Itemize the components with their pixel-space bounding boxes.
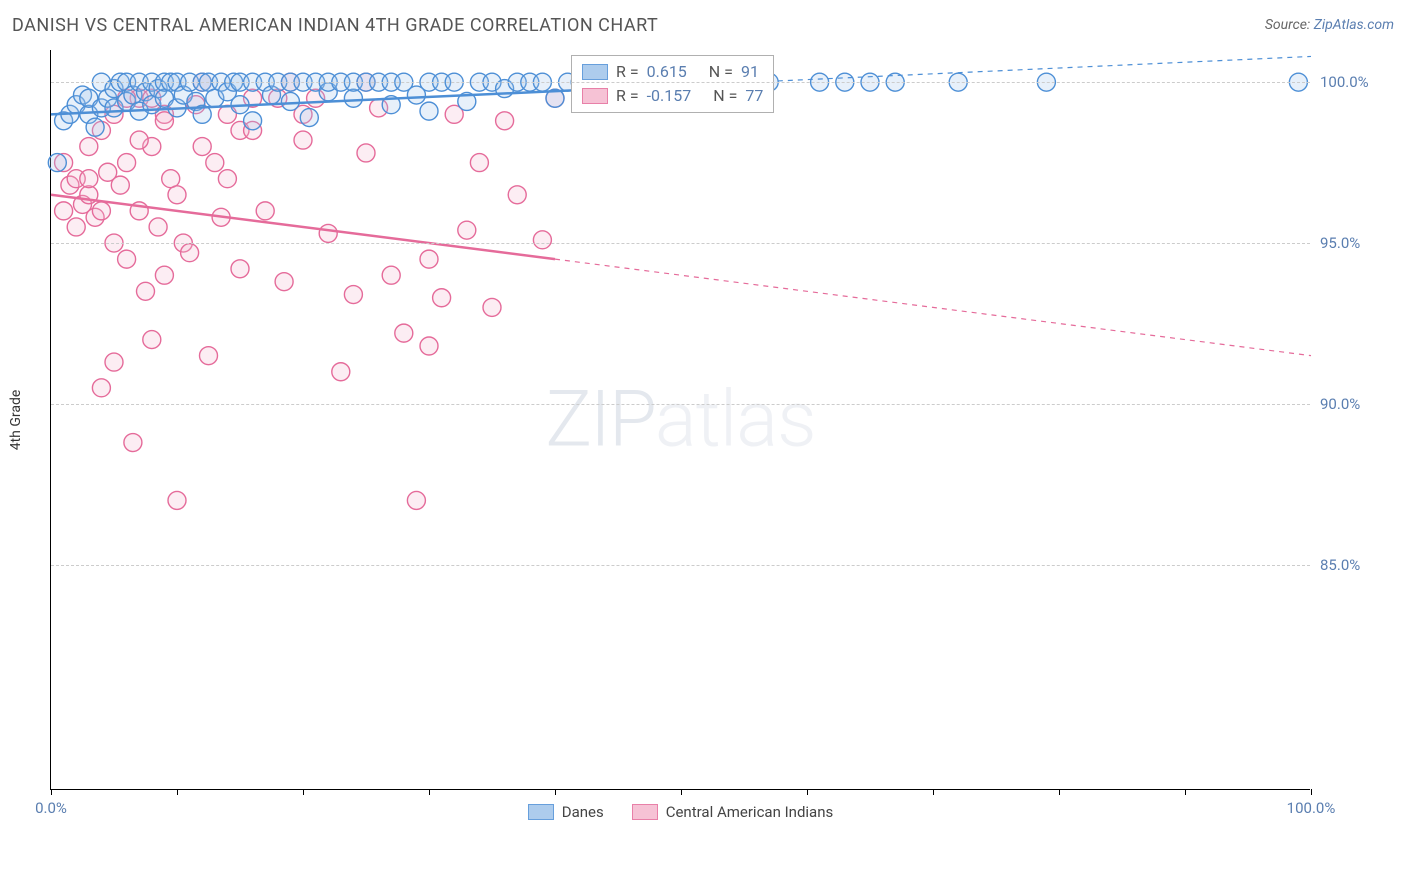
data-point [395,324,413,342]
chart-container: 4th Grade ZIPatlas R = 0.615 N = 91 R = … [50,50,1390,820]
data-point [55,202,73,220]
xtick-label: 0.0% [35,799,67,817]
data-point [80,170,98,188]
data-point [231,260,249,278]
xtick [555,789,556,795]
plot-area: 4th Grade ZIPatlas R = 0.615 N = 91 R = … [50,50,1310,790]
data-point [294,131,312,149]
gridline-h [51,82,1310,83]
data-point [508,186,526,204]
data-point [118,154,136,172]
xtick [1185,789,1186,795]
data-point [483,298,501,316]
stats-legend: R = 0.615 N = 91 R = -0.157 N = 77 [571,55,774,113]
gridline-h [51,565,1310,566]
gridline-h [51,404,1310,405]
data-point [407,491,425,509]
data-point [244,112,262,130]
source-text: Source: ZipAtlas.com [1265,17,1394,33]
data-point [332,363,350,381]
ytick-label: 100.0% [1320,73,1380,91]
data-point [496,112,514,130]
data-point [458,221,476,239]
xtick-label: 100.0% [1287,799,1336,817]
chart-title: DANISH VS CENTRAL AMERICAN INDIAN 4TH GR… [12,15,658,36]
data-point [130,131,148,149]
data-point [533,231,551,249]
data-point [92,202,110,220]
data-point [344,286,362,304]
source-link[interactable]: ZipAtlas.com [1314,17,1394,33]
gridline-h [51,243,1310,244]
legend-item-danes: Danes [528,803,604,821]
data-point [168,491,186,509]
data-point [149,218,167,236]
stats-row-cai: R = -0.157 N = 77 [582,84,763,108]
data-point [420,337,438,355]
ytick-label: 90.0% [1320,395,1380,413]
cai-swatch-icon [632,804,658,820]
data-point [470,154,488,172]
data-point [193,138,211,156]
data-point [80,138,98,156]
cai-swatch [582,88,608,104]
ytick-label: 95.0% [1320,234,1380,252]
data-point [155,266,173,284]
xtick [681,789,682,795]
data-point [111,176,129,194]
xtick [807,789,808,795]
data-point [382,266,400,284]
data-point [256,202,274,220]
data-point [143,331,161,349]
data-point [168,186,186,204]
data-point [300,109,318,127]
data-point [92,379,110,397]
data-point [200,347,218,365]
data-point [67,218,85,236]
legend-bottom: Danes Central American Indians [51,803,1310,821]
data-point [319,224,337,242]
data-point [206,154,224,172]
stats-row-danes: R = 0.615 N = 91 [582,60,763,84]
data-point [433,289,451,307]
data-point [181,244,199,262]
legend-item-cai: Central American Indians [632,803,834,821]
ytick-label: 85.0% [1320,556,1380,574]
data-point [218,170,236,188]
xtick [1059,789,1060,795]
trend-line-dashed [555,259,1311,356]
data-point [86,118,104,136]
data-point [124,434,142,452]
plot-svg [51,50,1310,789]
data-point [281,92,299,110]
xtick [1311,789,1312,795]
data-point [420,250,438,268]
danes-swatch-icon [528,804,554,820]
data-point [118,250,136,268]
danes-swatch [582,64,608,80]
data-point [344,89,362,107]
data-point [275,273,293,291]
data-point [357,144,375,162]
xtick [429,789,430,795]
y-axis-label: 4th Grade [8,389,24,450]
xtick [177,789,178,795]
data-point [420,102,438,120]
data-point [137,282,155,300]
xtick [303,789,304,795]
data-point [105,353,123,371]
data-point [162,170,180,188]
xtick [933,789,934,795]
xtick [51,789,52,795]
data-point [48,154,66,172]
